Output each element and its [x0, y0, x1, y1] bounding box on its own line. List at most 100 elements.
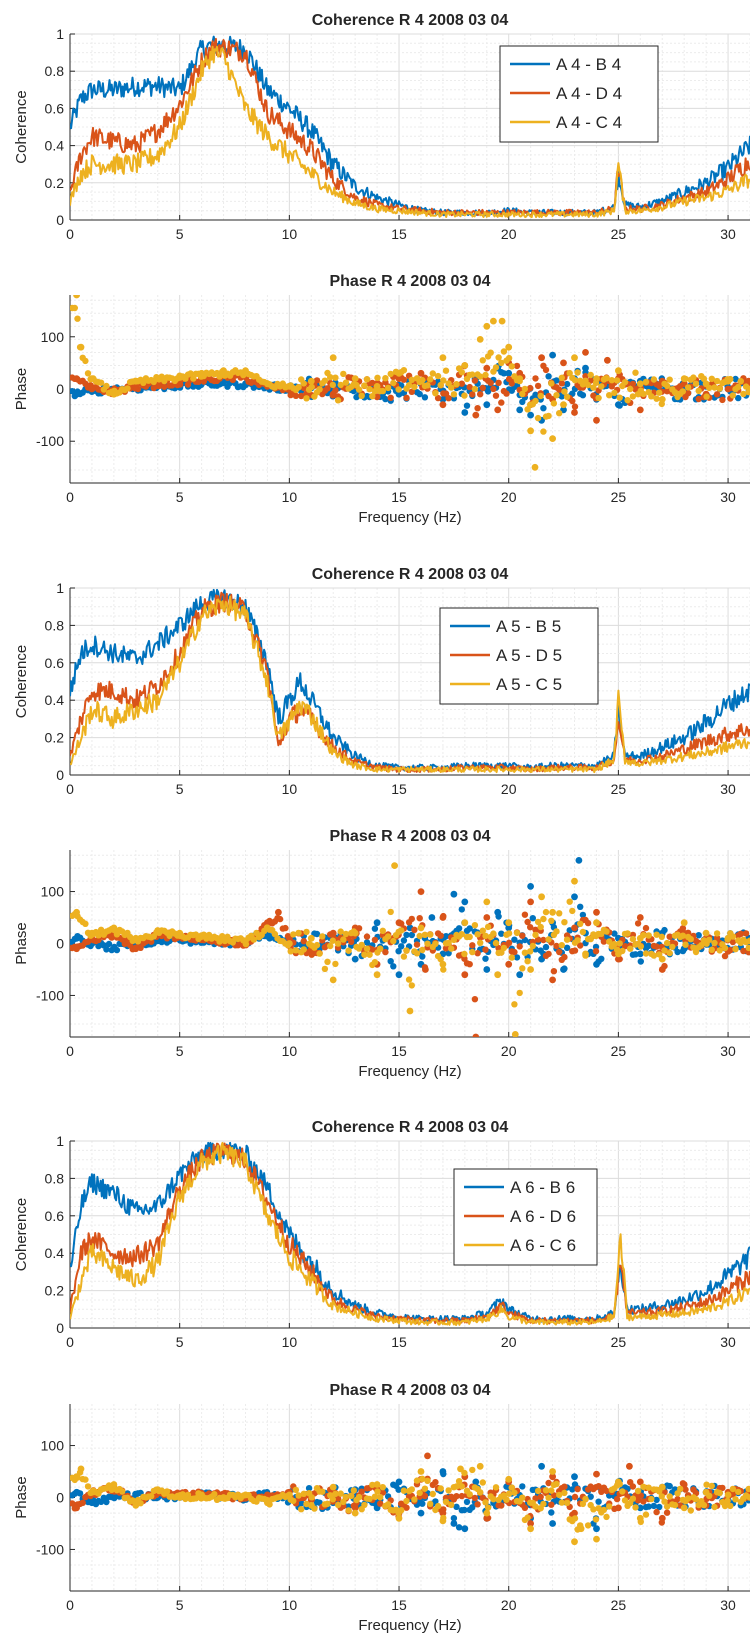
phase-point — [634, 1487, 642, 1495]
phase-point — [534, 936, 542, 943]
y-tick-label: 0.8 — [45, 1170, 65, 1186]
phase-point — [529, 942, 536, 950]
legend-label: A 4 - B 4 — [556, 55, 621, 74]
phase-point — [448, 384, 455, 391]
legend-label: A 6 - B 6 — [510, 1178, 575, 1197]
phase-point — [500, 944, 508, 952]
phase-point — [482, 371, 489, 379]
phase-point — [524, 918, 531, 926]
phase-point — [103, 1498, 110, 1506]
phase-point — [477, 391, 484, 398]
phase-point — [656, 389, 663, 396]
phase-point — [636, 950, 644, 958]
phase-point — [479, 357, 486, 364]
phase-point — [615, 1504, 622, 1512]
phase-point — [527, 1525, 534, 1533]
phase-point — [680, 919, 688, 927]
phase-point — [382, 375, 389, 382]
y-tick-label: -100 — [36, 1541, 64, 1557]
phase-point — [466, 1491, 473, 1498]
y-tick-label: 0.2 — [45, 1283, 65, 1299]
x-tick-label: 10 — [282, 1597, 298, 1613]
phase-point — [461, 1506, 468, 1514]
phase-point — [587, 371, 594, 379]
phase-point — [558, 942, 565, 949]
x-tick-label: 20 — [501, 1043, 517, 1059]
phase-point — [737, 378, 744, 385]
phase-point — [621, 1497, 629, 1504]
phase-point — [505, 960, 513, 968]
phase-point — [469, 948, 476, 956]
series-points-3 — [70, 1462, 750, 1546]
phase-point — [666, 949, 673, 957]
phase-point — [379, 1484, 386, 1491]
phase-point — [342, 930, 350, 938]
phase-point — [687, 936, 694, 943]
phase-point — [466, 933, 473, 941]
phase-point — [88, 375, 96, 382]
phase-point — [538, 1462, 545, 1470]
phase-point — [636, 380, 644, 388]
phase-point — [73, 375, 80, 382]
phase-point — [540, 936, 547, 944]
phase-point — [461, 950, 468, 958]
phase-point — [571, 377, 579, 384]
phase-point — [569, 1486, 576, 1493]
phase-point — [534, 382, 542, 390]
phase-point — [369, 379, 376, 387]
phase-point — [663, 1503, 671, 1510]
phase-point — [671, 389, 679, 396]
phase-point — [627, 945, 634, 952]
phase-point — [687, 1507, 694, 1514]
phase-point — [593, 1525, 600, 1533]
x-tick-label: 30 — [720, 781, 736, 797]
phase-point — [361, 1501, 368, 1509]
phase-point — [634, 920, 642, 927]
phase-point — [745, 1485, 750, 1493]
phase-point — [363, 933, 371, 940]
phase-point — [494, 908, 502, 916]
phase-point — [292, 1486, 300, 1494]
phase-point — [574, 937, 581, 944]
phase-point — [329, 354, 337, 362]
phase-point — [345, 1507, 352, 1514]
phase-point — [329, 1483, 337, 1491]
phase-point — [513, 929, 521, 937]
phase-point — [421, 1492, 429, 1500]
phase-point — [563, 380, 571, 388]
phase-point — [571, 947, 579, 954]
phase-point — [395, 1486, 402, 1493]
phase-point — [703, 1481, 710, 1488]
phase-point — [395, 948, 402, 955]
phase-point — [483, 966, 491, 973]
phase-point — [666, 1482, 673, 1490]
phase-point — [571, 403, 579, 410]
phase-point — [77, 343, 85, 351]
phase-point — [417, 888, 425, 895]
phase-point — [417, 377, 425, 385]
grid — [69, 1140, 750, 1329]
phase-point — [176, 929, 184, 937]
phase-point — [680, 1481, 688, 1488]
phase-point — [110, 1494, 118, 1501]
phase-point — [663, 1509, 671, 1516]
phase-point — [324, 958, 331, 965]
phase-point — [724, 1491, 732, 1499]
phase-point — [619, 1488, 626, 1495]
phase-point — [450, 391, 458, 398]
series-line-1 — [70, 588, 750, 772]
phase-point — [571, 877, 578, 885]
phase-point — [508, 363, 515, 370]
phase-point — [582, 950, 589, 958]
phase-point — [740, 390, 747, 398]
phase-point — [198, 932, 206, 940]
phase-point — [721, 952, 729, 960]
phase-point — [603, 1487, 610, 1495]
y-tick-label: 0 — [56, 936, 64, 952]
phase-point — [640, 1483, 647, 1491]
x-tick-label: 5 — [176, 1043, 184, 1059]
phase-point — [334, 397, 342, 404]
phase-point — [242, 937, 249, 945]
phase-point — [550, 400, 558, 407]
phase-point — [545, 936, 552, 943]
